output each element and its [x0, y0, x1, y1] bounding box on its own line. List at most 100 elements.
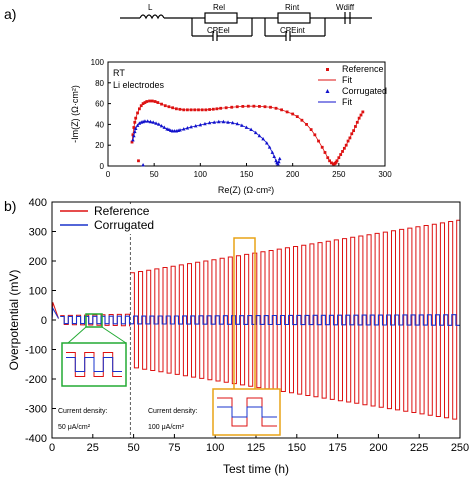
reference-fit-line: [131, 100, 364, 165]
circuit-label-cpeel: CPEel: [207, 26, 230, 35]
reference-point: [323, 151, 327, 154]
reference-point: [346, 139, 350, 143]
circuit-label-cpeint: CPEint: [280, 26, 306, 35]
corrugated-point: [272, 154, 276, 159]
reference-point: [200, 108, 204, 112]
corrugated-point: [156, 122, 161, 126]
corrugated-point: [198, 122, 203, 127]
reference-point: [186, 108, 189, 112]
circuit-label-wdiff: Wdiff: [336, 3, 355, 12]
corrugated-point: [244, 125, 249, 129]
reference-point: [241, 105, 245, 108]
corrugated-point: [203, 121, 207, 126]
corrugated-point: [185, 126, 190, 130]
reference-point: [342, 146, 346, 150]
corrugated-point: [235, 121, 240, 126]
legend-label: Fit: [342, 97, 352, 107]
overpotential-x-tick-label: 175: [328, 442, 346, 454]
corrugated-point: [167, 127, 171, 131]
zoom-inset-left: [61, 313, 127, 387]
corrugated-point: [159, 123, 164, 128]
reference-point: [133, 120, 137, 124]
reference-point: [328, 159, 331, 163]
current-density-right-label: Current density:: [148, 408, 197, 415]
legend-background: [56, 204, 174, 234]
overpotential-y-tick-label: -300: [25, 404, 47, 416]
overpotential-x-tick-label: 125: [247, 442, 265, 454]
reference-point: [208, 108, 211, 111]
corrugated-voltage-trace: [60, 314, 460, 326]
reference-point: [357, 116, 361, 120]
corrugated-point: [143, 119, 147, 123]
reference-point: [178, 107, 182, 111]
circuit-label-L: L: [148, 3, 153, 12]
corrugated-fit-line: [132, 120, 281, 165]
corrugated-point: [249, 127, 253, 131]
current-density-right-value: 100 μA/cm²: [148, 424, 185, 431]
reference-point: [361, 110, 365, 114]
reference-point: [156, 101, 160, 104]
corrugated-point: [145, 119, 150, 123]
current-density-left-value: 50 μA/cm²: [58, 424, 91, 431]
reference-point: [182, 108, 186, 112]
corrugated-point: [162, 125, 167, 129]
reference-point: [330, 161, 333, 165]
reference-point: [160, 102, 163, 106]
overpotential-y-tick-label: 400: [29, 197, 47, 209]
corrugated-point: [267, 145, 272, 149]
overpotential-x-tick-label: 50: [127, 442, 139, 454]
corrugated-point: [137, 121, 142, 125]
reference-point: [235, 105, 239, 109]
equivalent-circuit-diagram: L Rel CPEel Rint CPEint Wdiff: [120, 3, 372, 41]
reference-point: [137, 107, 141, 111]
corrugated-point: [230, 120, 235, 125]
overpotential-x-tick-label: 250: [451, 442, 469, 454]
reference-point: [143, 101, 147, 104]
overpotential-x-tick-label: 100: [206, 442, 224, 454]
reference-point: [348, 136, 352, 140]
reference-point: [280, 108, 283, 112]
nyquist-x-tick-label: 200: [286, 170, 300, 179]
overpotential-y-tick-label: 0: [41, 315, 47, 327]
reference-point: [320, 145, 324, 149]
nyquist-x-tick-label: 50: [150, 170, 159, 179]
nyquist-y-axis-label: -Im(Z) (Ω·cm²): [70, 85, 80, 143]
reference-point: [219, 106, 223, 110]
current-density-left-label: Current density:: [58, 408, 107, 415]
reference-point: [274, 106, 278, 110]
nyquist-y-tick-label: 80: [95, 79, 104, 88]
reference-point: [334, 160, 338, 164]
panel-b-label: b): [4, 198, 17, 214]
legend-corrugated-marker: [325, 89, 330, 93]
reference-point: [189, 108, 193, 112]
reference-point: [211, 107, 215, 111]
corrugated-point: [151, 120, 156, 124]
overpotential-x-tick-label: 225: [410, 442, 428, 454]
reference-point: [193, 108, 197, 112]
reference-point: [252, 104, 256, 108]
reference-point: [171, 106, 175, 110]
reference-point: [344, 143, 348, 147]
corrugated-point: [261, 136, 265, 141]
reference-point: [305, 123, 308, 126]
reference-point: [163, 104, 167, 108]
overpotential-y-axis-label: Overpotential (mV): [7, 270, 21, 371]
nyquist-y-tick-label: 0: [100, 162, 105, 171]
reference-point: [309, 128, 313, 131]
reference-point: [355, 120, 359, 124]
reference-point: [150, 99, 154, 103]
corrugated-point: [277, 159, 281, 164]
overpotential-x-axis-label: Test time (h): [223, 462, 289, 476]
nyquist-annotation-electrodes: Li electrodes: [113, 80, 165, 90]
reference-point: [197, 108, 200, 112]
reference-point: [291, 112, 295, 116]
reference-point: [339, 153, 343, 156]
reference-point: [153, 100, 157, 103]
reference-point: [174, 107, 178, 111]
reference-point: [167, 105, 171, 109]
reference-point: [134, 116, 138, 120]
reference-point: [313, 133, 317, 137]
reference-point: [337, 156, 341, 160]
